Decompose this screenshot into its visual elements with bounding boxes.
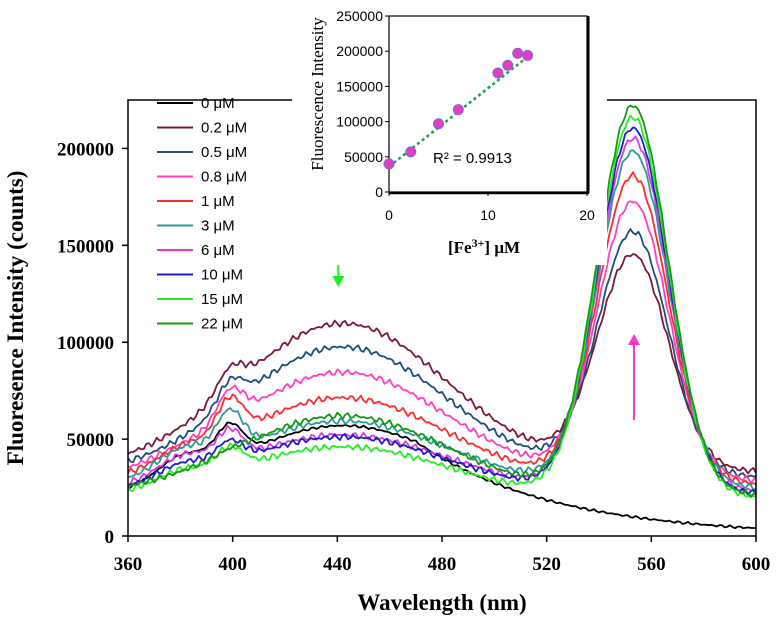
arrow-head [628, 334, 641, 345]
inset-x-tick-label: 0 [385, 207, 393, 223]
legend-label: 3 μM [201, 218, 235, 235]
series-line [127, 104, 757, 498]
legend-label: 1 μM [201, 193, 235, 210]
spectra-group [127, 104, 757, 530]
x-axis-title: Wavelength (nm) [357, 590, 526, 615]
inset-data-point [452, 104, 464, 116]
legend-label: 15 μM [201, 291, 243, 308]
inset-y-tick-label: 50000 [344, 149, 383, 165]
inset-data-point [433, 118, 444, 130]
inset-data-point [383, 158, 395, 170]
y-tick-label: 50000 [67, 430, 115, 451]
inset-y-tick-label: 100000 [336, 114, 383, 130]
inset-data-point [512, 47, 524, 59]
inset-x-label-sup: 3+ [472, 236, 485, 250]
inset-x-tick-label: 20 [579, 207, 595, 223]
x-tick-label: 480 [428, 554, 457, 575]
legend-label: 6 μM [201, 242, 235, 259]
inset-y-axis-title: Fluorescence Intensity [308, 17, 327, 171]
series-line [127, 126, 757, 496]
legend-label: 0.8 μM [201, 169, 247, 186]
x-axis-ticks: 360 400 440 480 520 560 600 [114, 536, 771, 575]
inset-data-point [502, 59, 514, 71]
arrow-head [332, 276, 345, 287]
inset-x-axis-title: [Fe3+] μM [448, 236, 520, 257]
inset-x-label-main: [Fe [448, 238, 472, 257]
legend-label: 22 μM [201, 316, 243, 333]
y-tick-label: 0 [105, 527, 115, 548]
inset-data-point [522, 49, 534, 61]
inset-y-tick-label: 150000 [336, 78, 383, 94]
legend-label: 10 μM [201, 267, 243, 284]
legend-label: 0.5 μM [201, 144, 247, 161]
inset-y-tick-label: 250000 [336, 8, 383, 24]
y-tick-label: 100000 [57, 333, 114, 354]
y-tick-label: 150000 [57, 236, 114, 257]
inset-y-tick-label: 0 [375, 184, 383, 200]
series-line [127, 228, 757, 478]
inset-x-tick-label: 10 [480, 207, 496, 223]
x-tick-label: 360 [114, 554, 143, 575]
inset-x-label-end: ] μM [484, 238, 520, 257]
legend-label: 0.2 μM [201, 120, 247, 137]
x-tick-label: 600 [742, 554, 771, 575]
series-line [127, 135, 757, 492]
y-axis-ticks: 0 50000 100000 150000 200000 [57, 139, 128, 548]
inset-r2-label: R² = 0.9913 [433, 150, 512, 167]
series-line [127, 253, 757, 475]
x-tick-label: 400 [218, 554, 247, 575]
x-tick-label: 560 [637, 554, 666, 575]
y-axis-title: Fluoresence Intensity (counts) [3, 171, 28, 466]
series-line [127, 171, 757, 486]
legend: 0 μM 0.2 μM 0.5 μM 0.8 μM 1 μM 3 μM 6 μM 10 μM 1… [157, 95, 247, 333]
y-tick-label: 200000 [57, 139, 114, 160]
inset-data-point [492, 67, 504, 79]
inset-frame [388, 15, 588, 193]
x-tick-label: 520 [532, 554, 561, 575]
series-line [127, 200, 757, 484]
x-tick-label: 440 [323, 554, 352, 575]
series-line [127, 149, 757, 491]
legend-label: 0 μM [201, 95, 235, 112]
inset-y-tick-label: 200000 [336, 43, 383, 59]
inset-plot: 0 50000 100000 150000 200000 250000 0 10 20 [336, 8, 595, 223]
inset-data-point [405, 146, 417, 158]
